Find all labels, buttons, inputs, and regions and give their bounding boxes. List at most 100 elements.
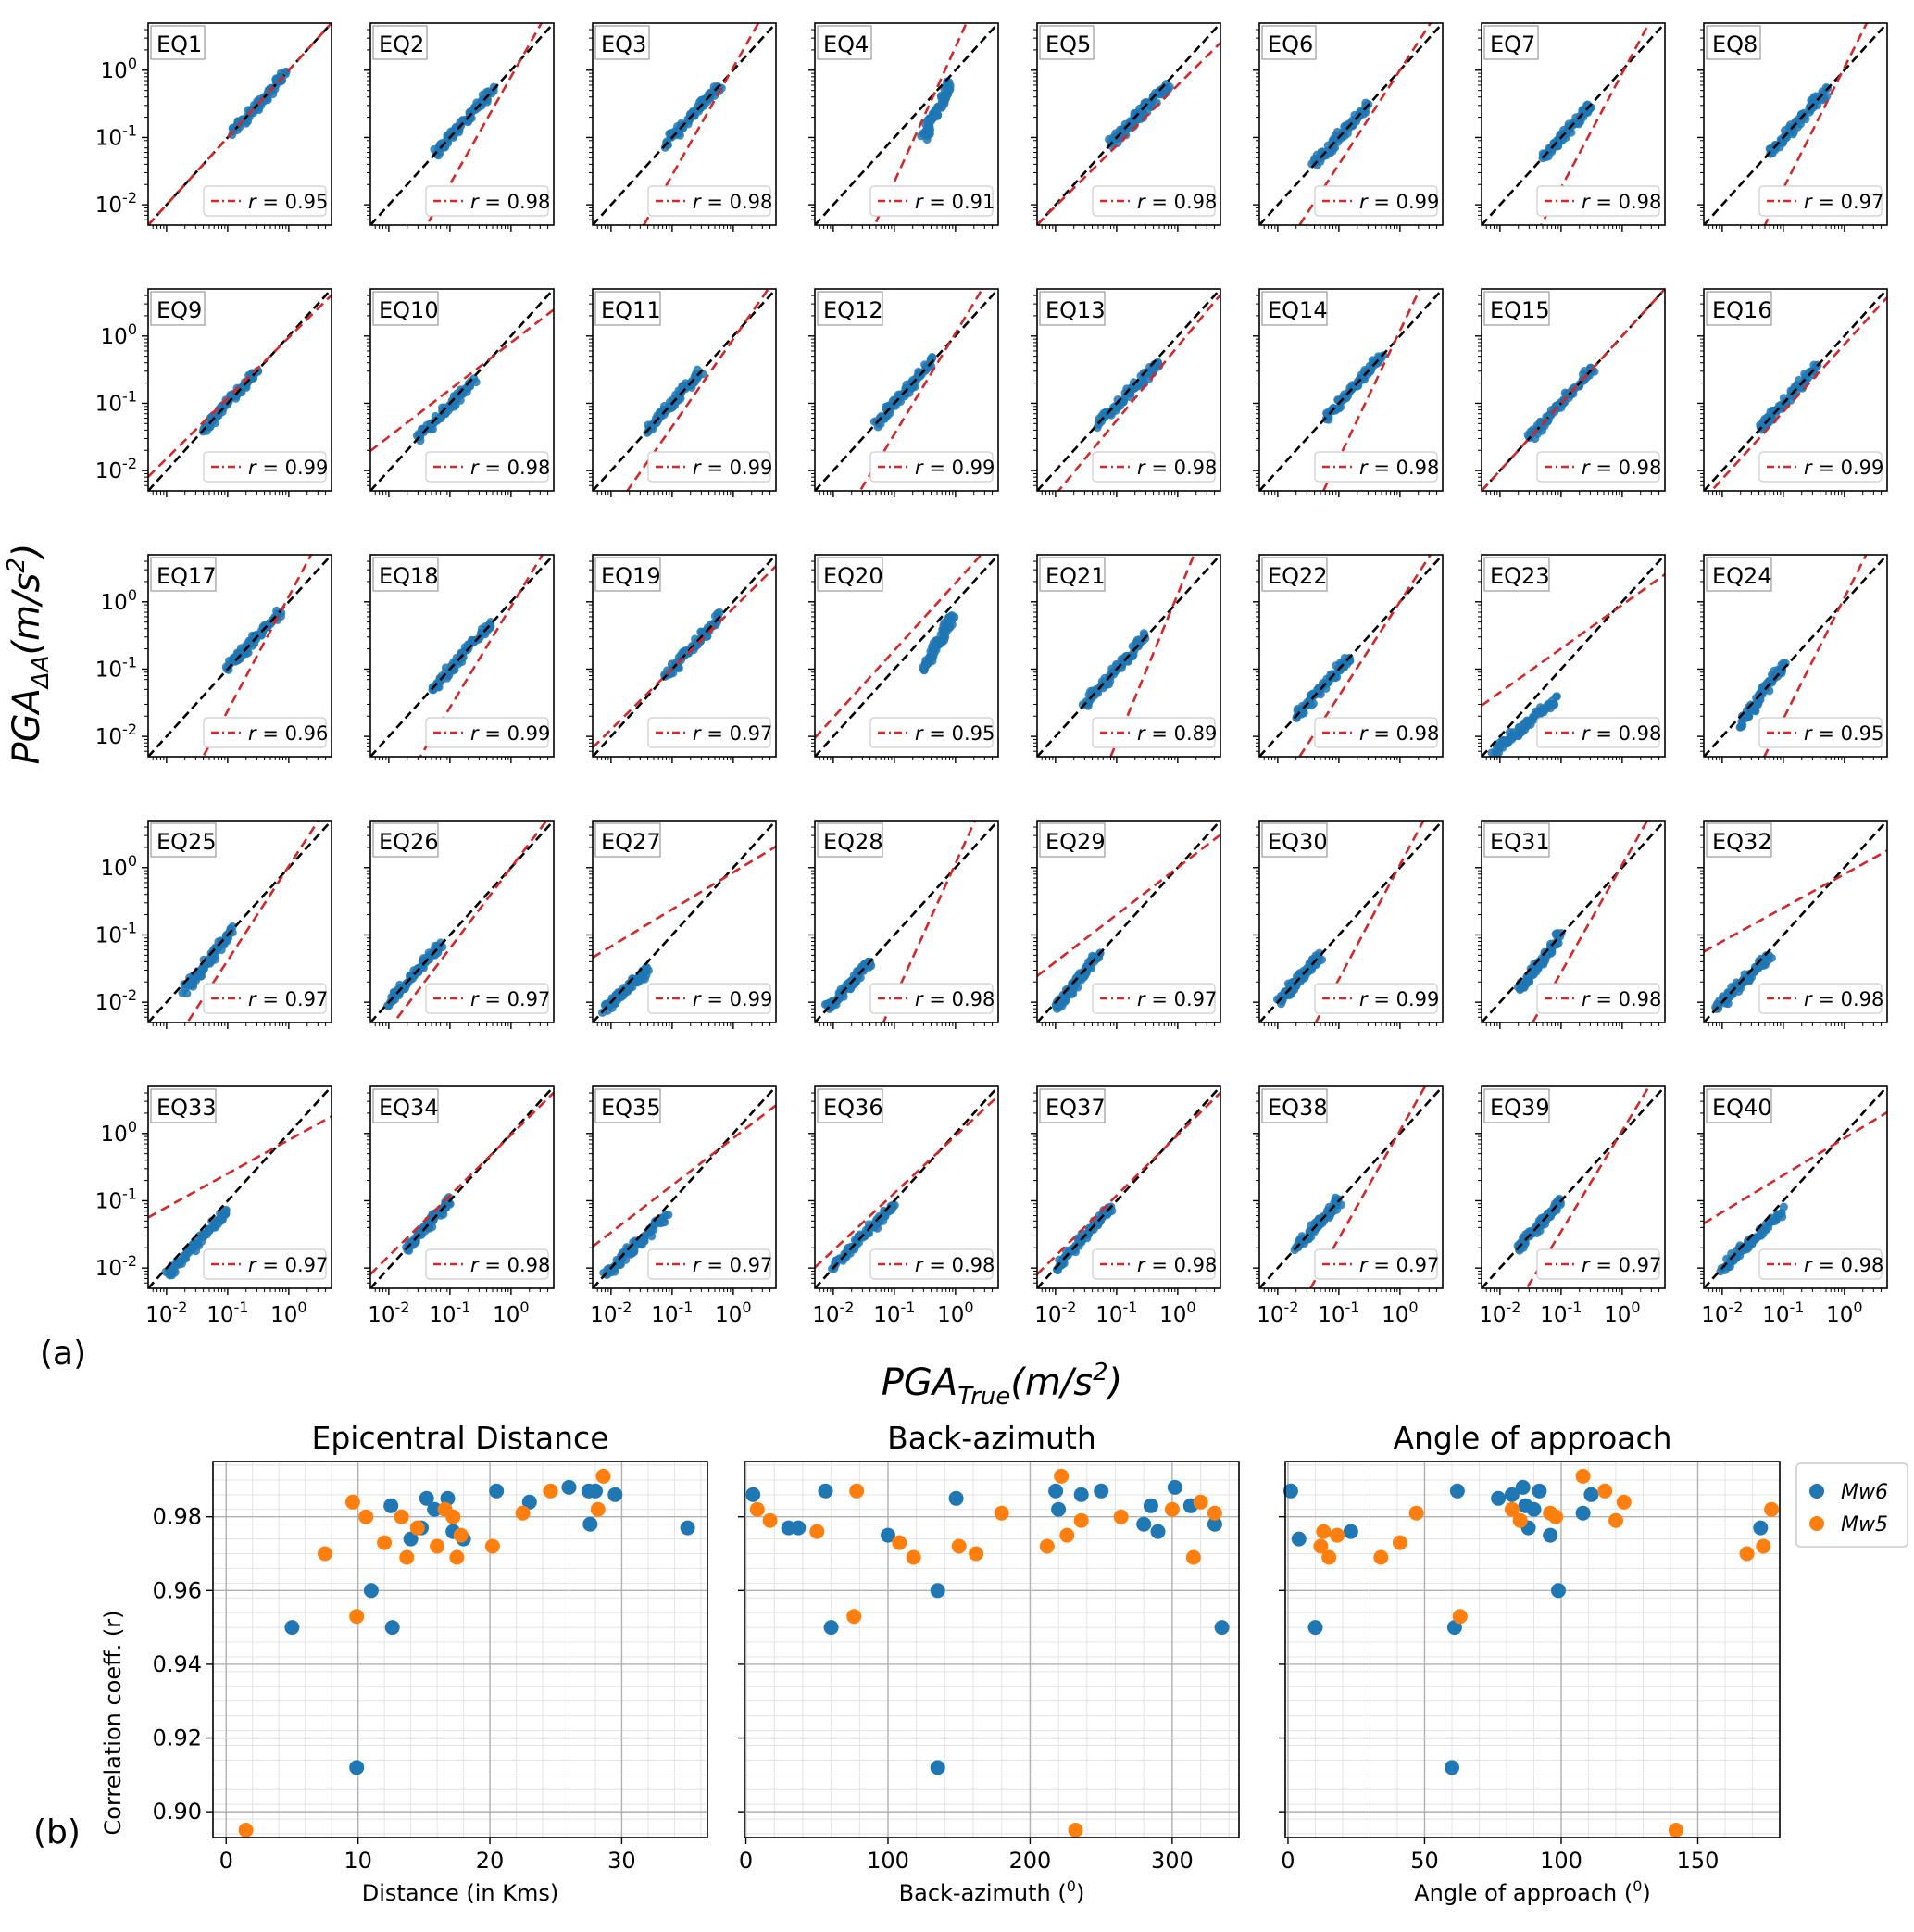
r-legend-value: r = 0.89 [1137, 722, 1217, 745]
eq-label-box [1261, 25, 1317, 60]
identity-line [148, 289, 332, 491]
subplot-eq20: EQ20 r = 0.95 [808, 554, 999, 763]
subplot-plot-area [1037, 289, 1220, 491]
identity-line [815, 23, 998, 225]
y-tick-label: 10-1 [95, 653, 137, 682]
xlabel-pow: 2 [1093, 1359, 1108, 1386]
subplot-frame [1036, 22, 1221, 226]
r-legend-box [425, 717, 549, 748]
identity-line [1037, 289, 1220, 491]
r-legend-value: r = 0.98 [1582, 988, 1661, 1010]
eq-label: EQ6 [1268, 31, 1313, 57]
eq-label: EQ4 [823, 31, 869, 57]
y-tick-label: 10-2 [95, 455, 137, 483]
eq-label: EQ23 [1490, 563, 1550, 589]
subplot-plot-area [815, 289, 998, 491]
eq-label-box [150, 557, 217, 592]
ylabel-pow: 2 [3, 558, 31, 573]
eq-label: EQ17 [156, 563, 217, 589]
subplot-eq22: EQ22 r = 0.98 [1253, 554, 1444, 763]
panel-a-label: (a) [40, 1335, 86, 1373]
subplot-frame [1036, 554, 1221, 758]
fit-line [1709, 296, 1887, 491]
subplot-eq17: 10-2 10-1 100 EQ17 r = 0.96 [95, 554, 332, 763]
r-legend-box [1314, 717, 1438, 748]
subplot-frame [1258, 554, 1444, 758]
subplot-plot-area [593, 23, 776, 225]
subplot-frame [1258, 22, 1444, 226]
eq-label-box [1706, 291, 1772, 326]
r-legend-box [647, 451, 771, 483]
scatter-point [486, 618, 495, 627]
r-legend-value: r = 0.98 [1137, 1254, 1217, 1276]
subplot-plot-area [815, 23, 998, 225]
eq-label: EQ36 [823, 1095, 883, 1121]
r-legend-value: r = 0.99 [693, 457, 772, 479]
fit-line [1109, 555, 1195, 757]
subplot-eq12: EQ12 r = 0.99 [808, 288, 999, 497]
subplot-eq1: 10-2 10-1 100 EQ1 r = 0.95 [95, 22, 332, 232]
eq-label: EQ21 [1045, 563, 1106, 589]
eq-label-box [1483, 291, 1550, 326]
eq-label: EQ32 [1712, 829, 1772, 855]
r-legend-value: r = 0.97 [1137, 988, 1217, 1010]
y-tick-label: 10-1 [95, 121, 137, 150]
fit-line [1057, 294, 1220, 491]
ylabel-unit: (m/s [6, 573, 48, 656]
identity-line [1704, 23, 1887, 225]
subplot-eq7: EQ7 r = 0.98 [1475, 22, 1666, 232]
r-legend-value: r = 0.99 [1359, 988, 1439, 1010]
fit-line [625, 289, 770, 491]
xlabel-unit: (m/s [1010, 1361, 1093, 1404]
subplot-plot-area [1482, 23, 1665, 225]
r-legend-value: r = 0.97 [693, 722, 772, 745]
r-legend-value: r = 0.96 [248, 722, 328, 745]
r-legend-value: r = 0.98 [1137, 457, 1217, 479]
subplot-eq8: EQ8 r = 0.97 [1697, 22, 1888, 232]
subplot-eq18: EQ18 r = 0.99 [364, 554, 555, 763]
r-legend-value: r = 0.98 [693, 191, 772, 213]
subplot-plot-area [1482, 289, 1665, 491]
fit-line [815, 555, 983, 739]
subplot-frame [1481, 288, 1666, 492]
scatter-point [1550, 699, 1559, 709]
r-legend-value: r = 0.98 [1804, 988, 1883, 1010]
y-tick-label: 100 [101, 320, 137, 349]
eq-label: EQ5 [1045, 31, 1091, 57]
scatter-point [928, 354, 937, 363]
subplot-plot-area [815, 555, 998, 757]
identity-line [593, 23, 776, 225]
xlabel-base: PGA [882, 1361, 957, 1404]
eq-label-box [372, 25, 428, 60]
xlabel-close: ) [1106, 1361, 1123, 1404]
eq-label-box [594, 557, 661, 592]
panel-a-y-axis-label: PGAΔA(m/s2) [3, 543, 55, 764]
subplot-frame [592, 22, 777, 226]
subplot-eq2: EQ2 r = 0.98 [364, 22, 555, 232]
identity-line [370, 555, 554, 757]
identity-line [1259, 23, 1443, 225]
subplot-eq15: EQ15 r = 0.98 [1475, 288, 1666, 497]
xlabel-sub: True [957, 1383, 1010, 1411]
r-legend-box [869, 185, 994, 217]
panel-a-x-axis-label: PGATrue(m/s2) [882, 1359, 1123, 1411]
eq-label-box [1039, 291, 1106, 326]
eq-label-box [1261, 291, 1328, 326]
r-legend-box [647, 185, 771, 217]
r-legend-value: r = 0.99 [693, 988, 772, 1010]
eq-label: EQ14 [1268, 297, 1328, 323]
eq-label: EQ13 [1045, 297, 1106, 323]
fit-line [1297, 555, 1432, 757]
scatter-point [1822, 92, 1832, 101]
subplot-plot-area [148, 555, 332, 757]
subplot-plot-area [1037, 23, 1220, 225]
ylabel-base: PGA [6, 688, 48, 764]
fit-line [148, 294, 332, 478]
r-legend-value: r = 0.98 [1582, 457, 1661, 479]
eq-label: EQ28 [823, 829, 883, 855]
r-legend-box [1314, 451, 1438, 483]
subplot-frame [814, 288, 999, 492]
r-legend-value: r = 0.98 [1582, 722, 1661, 745]
scatter-point [950, 612, 959, 621]
